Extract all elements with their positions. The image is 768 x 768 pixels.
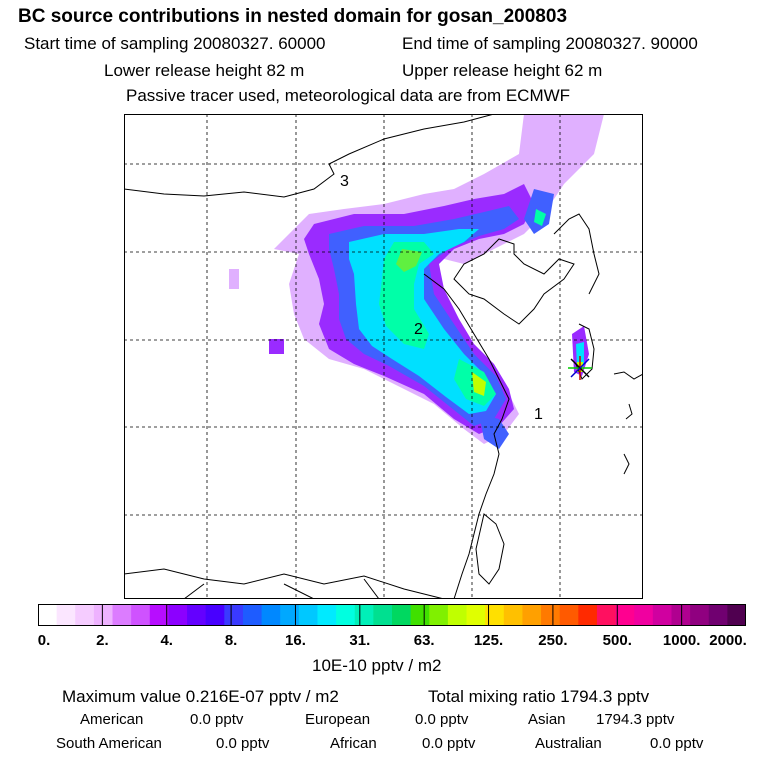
source-name: Asian (528, 711, 566, 728)
total-mixing-label: Total mixing ratio 1794.3 pptv (428, 687, 650, 706)
colorbar-swatch (56, 604, 76, 626)
colorbar-swatch (708, 604, 728, 626)
colorbar-swatch (634, 604, 654, 626)
colorbar-tick-label: 2. (96, 632, 109, 649)
max-value-label: Maximum value 0.216E-07 pptv / m2 (62, 687, 339, 706)
colorbar-swatch (671, 604, 691, 626)
concentration-map: 3 2 1 (124, 114, 643, 599)
source-value: 0.0 pptv (216, 735, 270, 752)
graticule (124, 114, 643, 599)
colorbar-swatch (727, 604, 746, 626)
source-value: 0.0 pptv (190, 711, 244, 728)
source-name: South American (56, 735, 162, 752)
start-time-label: Start time of sampling 20080327. 60000 (24, 34, 326, 53)
colorbar-swatch (447, 604, 468, 626)
end-time-label: End time of sampling 20080327. 90000 (402, 34, 698, 53)
colorbar-swatch (578, 604, 598, 626)
colorbar-swatch (429, 604, 449, 626)
source-value: 0.0 pptv (422, 735, 476, 752)
colorbar-swatch (112, 604, 132, 626)
colorbar-tick-label: 500. (602, 632, 632, 649)
colorbar-swatch (317, 604, 337, 626)
plume-main (229, 114, 604, 449)
colorbar-tick-label: 0. (37, 632, 51, 649)
colorbar-swatch (205, 604, 225, 626)
tracer-note: Passive tracer used, meteorological data… (126, 86, 571, 105)
colorbar-swatch (298, 604, 318, 626)
colorbar-swatch (224, 604, 244, 626)
colorbar-units: 10E-10 pptv / m2 (312, 656, 442, 675)
lower-release-label: Lower release height 82 m (104, 61, 305, 80)
colorbar (38, 604, 746, 626)
source-value: 0.0 pptv (415, 711, 469, 728)
colorbar-swatch (596, 604, 617, 626)
source-name: Australian (535, 735, 602, 752)
colorbar-swatch (93, 604, 114, 626)
colorbar-tick-label: 16. (285, 632, 306, 649)
colorbar-tick-label: 4. (160, 632, 173, 649)
colorbar-swatch (466, 604, 486, 626)
colorbar-swatch (392, 604, 412, 626)
colorbar-swatch (280, 604, 300, 626)
colorbar-swatch (149, 604, 169, 626)
colorbar-swatch (541, 604, 561, 626)
colorbar-swatch (410, 604, 430, 626)
receptor-star-icon (568, 356, 592, 380)
colorbar-swatch (336, 604, 356, 626)
colorbar-swatch (168, 604, 188, 626)
colorbar-swatch (559, 604, 579, 626)
colorbar-swatch (187, 604, 207, 626)
colorbar-tick-label: 8. (224, 632, 238, 649)
source-name: European (305, 711, 371, 728)
upper-release-label: Upper release height 62 m (402, 61, 603, 80)
colorbar-border (38, 604, 746, 626)
colorbar-swatch (373, 604, 393, 626)
colorbar-tick-label: 250. (538, 632, 568, 649)
source-value: 1794.3 pptv (596, 711, 675, 728)
colorbar-tick-label: 31. (349, 632, 371, 649)
colorbar-swatch (652, 604, 672, 626)
plot-title: BC source contributions in nested domain… (18, 6, 568, 27)
region-label-1: 1 (534, 406, 543, 423)
colorbar-swatch (354, 604, 374, 626)
region-label-2: 2 (414, 321, 423, 338)
colorbar-swatch (690, 604, 710, 626)
coastlines (124, 114, 643, 599)
colorbar-tick-label: 2000. (709, 632, 747, 649)
source-name: American (80, 711, 144, 728)
colorbar-swatch (242, 604, 263, 626)
colorbar-swatch (485, 604, 505, 626)
region-label-3: 3 (340, 173, 349, 190)
colorbar-tick-label: 125. (473, 632, 504, 649)
colorbar-swatch (615, 604, 635, 626)
colorbar-swatch (522, 604, 542, 626)
colorbar-swatch (38, 604, 58, 626)
colorbar-swatch (261, 604, 281, 626)
colorbar-tick-label: 1000. (662, 632, 701, 649)
source-name: African (330, 735, 377, 752)
colorbar-swatch (503, 604, 523, 626)
source-value: 0.0 pptv (650, 735, 704, 752)
colorbar-swatch (131, 604, 151, 626)
colorbar-tick-label: 63. (413, 632, 435, 649)
colorbar-swatch (75, 604, 95, 626)
